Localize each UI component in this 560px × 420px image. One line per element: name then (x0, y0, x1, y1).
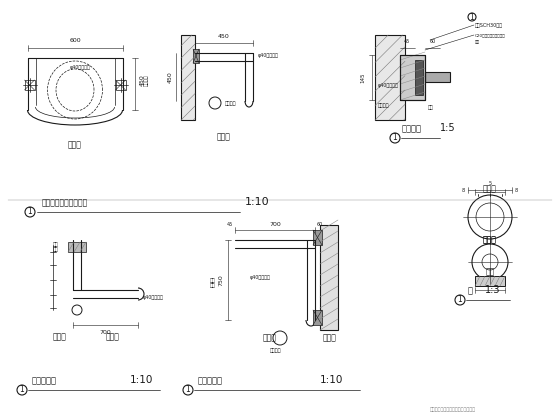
Text: 侧立面: 侧立面 (217, 132, 231, 142)
Text: 注：下图版权归属建筑施工图纸所有: 注：下图版权归属建筑施工图纸所有 (430, 407, 476, 412)
Text: φ40不锈钢管: φ40不锈钢管 (250, 276, 270, 281)
Text: 连接: 连接 (475, 40, 480, 44)
Text: 正立面: 正立面 (483, 184, 497, 194)
Text: 端面: 端面 (486, 267, 494, 276)
Text: 5: 5 (488, 181, 492, 186)
Text: 700: 700 (100, 330, 111, 335)
Text: 1:10: 1:10 (130, 375, 153, 385)
Bar (181, 35, 195, 120)
Text: 壁端
连接: 壁端 连接 (52, 241, 58, 252)
Text: 750: 750 (218, 274, 223, 286)
Text: 制立面: 制立面 (106, 332, 120, 341)
Text: 8: 8 (462, 187, 465, 192)
Text: 1: 1 (470, 13, 474, 21)
Text: 1:5: 1:5 (440, 123, 456, 133)
Text: 450: 450 (139, 74, 144, 86)
Text: 1:10: 1:10 (320, 375, 343, 385)
Bar (425, 72, 450, 82)
Text: 450: 450 (218, 34, 230, 39)
Text: 壁端连接: 壁端连接 (269, 348, 281, 353)
Text: 正立面: 正立面 (483, 236, 497, 244)
Text: 1: 1 (185, 386, 190, 394)
Bar (313, 310, 322, 325)
Bar (375, 35, 405, 120)
Text: 钢管SCH30型钢: 钢管SCH30型钢 (475, 23, 503, 27)
Bar (475, 276, 505, 286)
Text: 450: 450 (168, 71, 173, 83)
Bar (193, 49, 199, 63)
Text: 1:10: 1:10 (245, 197, 269, 207)
Text: 侧立面: 侧立面 (323, 333, 337, 342)
Text: 45: 45 (227, 222, 233, 227)
Text: 1: 1 (458, 296, 463, 304)
Text: 主立面: 主立面 (53, 332, 67, 341)
Bar (25, 80, 35, 90)
Text: 斯坦式小便器安全扶手: 斯坦式小便器安全扶手 (42, 198, 88, 207)
Text: 壁端连接: 壁端连接 (225, 100, 236, 105)
Text: 正立面: 正立面 (483, 236, 497, 244)
Text: 垫片: 垫片 (428, 105, 434, 110)
Bar (115, 80, 125, 90)
Text: φ40不锈钢管: φ40不锈钢管 (143, 296, 164, 300)
Bar (68, 242, 86, 252)
Bar (313, 230, 322, 245)
Bar (400, 55, 425, 100)
Text: φ40不锈钢管: φ40不锈钢管 (70, 65, 91, 69)
Text: 1:3: 1:3 (485, 285, 501, 295)
Text: 600: 600 (69, 39, 81, 44)
Text: 1: 1 (27, 207, 32, 216)
Text: 60: 60 (430, 39, 436, 44)
Text: 钢板胶结: 钢板胶结 (378, 102, 390, 108)
Text: C20混凝土基础用螺栓平: C20混凝土基础用螺栓平 (475, 33, 506, 37)
Text: 主立面: 主立面 (68, 140, 82, 149)
Text: φ40不锈钢管: φ40不锈钢管 (378, 82, 399, 87)
Text: 主立面: 主立面 (263, 333, 277, 342)
Text: 145: 145 (360, 73, 365, 83)
Text: 滤: 滤 (468, 286, 473, 295)
Text: 单面焊接: 单面焊接 (144, 74, 149, 86)
Text: 1: 1 (393, 134, 398, 142)
Text: 坐便器扶手: 坐便器扶手 (198, 376, 223, 385)
Text: φ40不锈钢管: φ40不锈钢管 (258, 53, 279, 58)
Bar (415, 60, 423, 95)
Text: 垆壁节点: 垆壁节点 (402, 124, 422, 133)
Text: 1: 1 (20, 386, 25, 394)
Text: 8: 8 (515, 187, 518, 192)
Text: 壁端
连接: 壁端 连接 (209, 278, 215, 289)
Text: 45: 45 (404, 39, 410, 44)
Text: 60: 60 (317, 222, 323, 227)
Text: 洗脸盆扶手: 洗脸盆扶手 (32, 376, 57, 385)
Text: 700: 700 (269, 222, 281, 227)
Bar (320, 225, 338, 330)
